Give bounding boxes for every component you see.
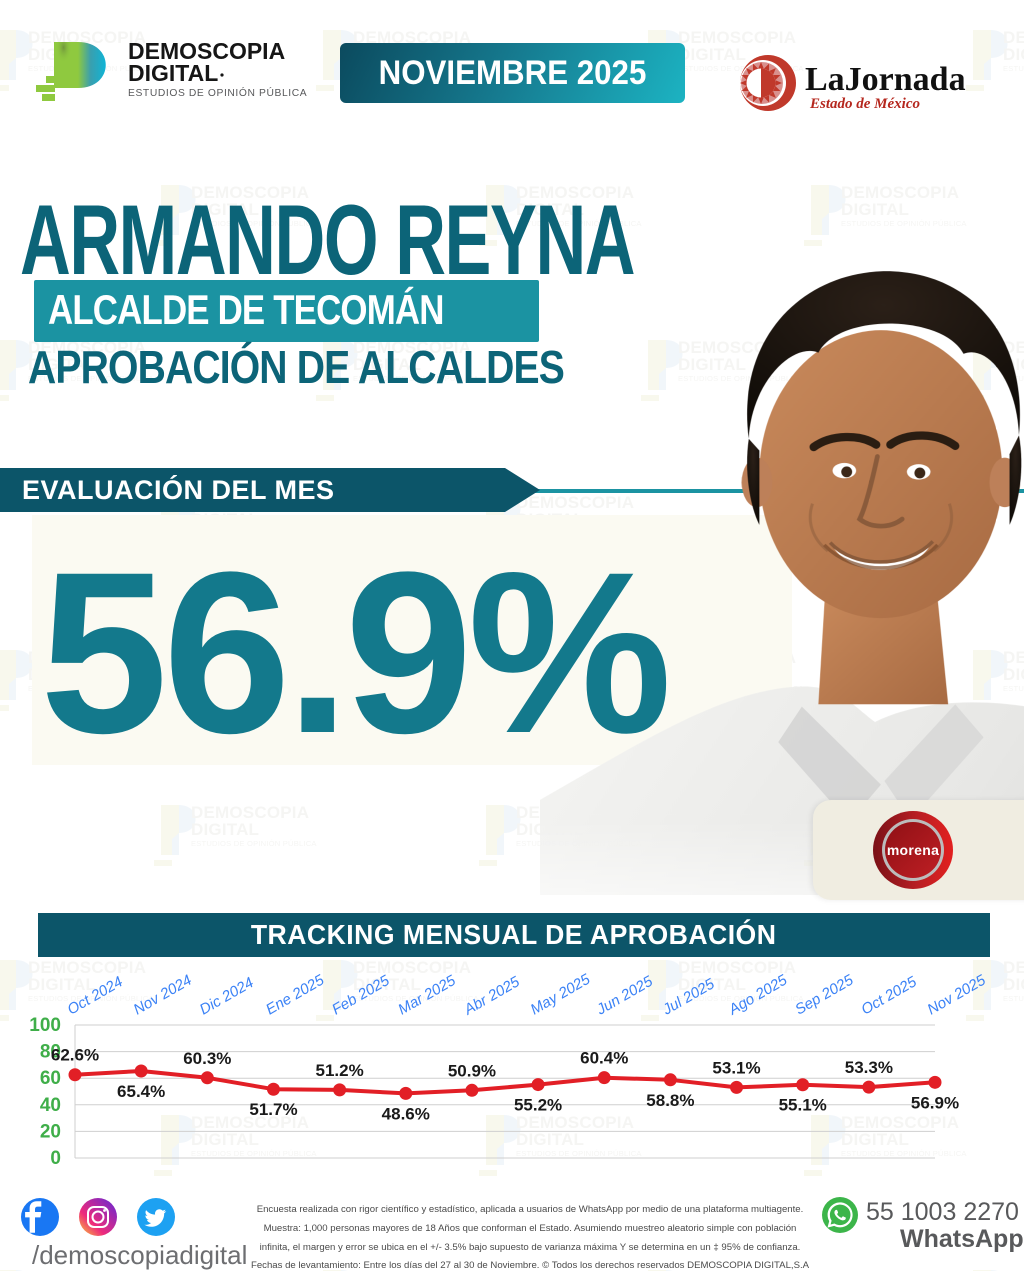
svg-text:20: 20 (40, 1121, 61, 1142)
svg-text:65.4%: 65.4% (117, 1082, 165, 1101)
svg-text:55.1%: 55.1% (779, 1096, 827, 1115)
svg-text:Feb 2025: Feb 2025 (329, 972, 393, 1019)
svg-text:Mar 2025: Mar 2025 (395, 972, 459, 1019)
svg-text:53.3%: 53.3% (845, 1058, 893, 1077)
svg-text:Sep 2025: Sep 2025 (792, 971, 857, 1018)
svg-text:58.8%: 58.8% (646, 1091, 694, 1110)
svg-text:60.3%: 60.3% (183, 1049, 231, 1068)
svg-text:50.9%: 50.9% (448, 1061, 496, 1080)
svg-text:Ene 2025: Ene 2025 (263, 971, 328, 1018)
svg-text:Oct 2024: Oct 2024 (65, 973, 126, 1018)
svg-text:55.2%: 55.2% (514, 1096, 562, 1115)
svg-text:morena: morena (887, 842, 939, 858)
svg-text:ESTUDIOS DE OPINIÓN PÚBLICA: ESTUDIOS DE OPINIÓN PÚBLICA (191, 839, 317, 848)
svg-text:53.1%: 53.1% (712, 1058, 760, 1077)
svg-text:62.6%: 62.6% (51, 1046, 99, 1065)
svg-text:Ago 2025: Ago 2025 (725, 971, 791, 1019)
svg-text:48.6%: 48.6% (382, 1104, 430, 1123)
svg-text:ESTUDIOS DE OPINIÓN PÚBLICA: ESTUDIOS DE OPINIÓN PÚBLICA (128, 86, 307, 99)
svg-text:100: 100 (29, 1015, 61, 1036)
svg-text:Estado de México: Estado de México (809, 96, 920, 112)
svg-text:Abr 2025: Abr 2025 (461, 973, 524, 1019)
svg-text:EVALUACIÓN DEL MES: EVALUACIÓN DEL MES (22, 474, 335, 505)
svg-text:51.2%: 51.2% (316, 1061, 364, 1080)
svg-text:Dic 2024: Dic 2024 (197, 974, 257, 1018)
svg-text:DIGITAL: DIGITAL (191, 820, 259, 839)
svg-text:Jun 2025: Jun 2025 (593, 973, 656, 1019)
svg-text:DIGITAL: DIGITAL (128, 60, 218, 86)
svg-text:60: 60 (40, 1068, 61, 1089)
svg-text:56.9%: 56.9% (911, 1093, 959, 1112)
svg-text:Nov 2025: Nov 2025 (925, 971, 990, 1018)
svg-text:60.4%: 60.4% (580, 1049, 628, 1068)
svg-text:0: 0 (50, 1148, 61, 1169)
svg-text:51.7%: 51.7% (249, 1100, 297, 1119)
svg-text:LaJornada: LaJornada (805, 61, 966, 98)
svg-text:Nov 2024: Nov 2024 (131, 972, 195, 1019)
svg-text:Jul 2025: Jul 2025 (659, 975, 718, 1019)
svg-text:May 2025: May 2025 (528, 970, 594, 1018)
svg-text:40: 40 (40, 1095, 61, 1116)
svg-text:Oct 2025: Oct 2025 (858, 973, 920, 1018)
